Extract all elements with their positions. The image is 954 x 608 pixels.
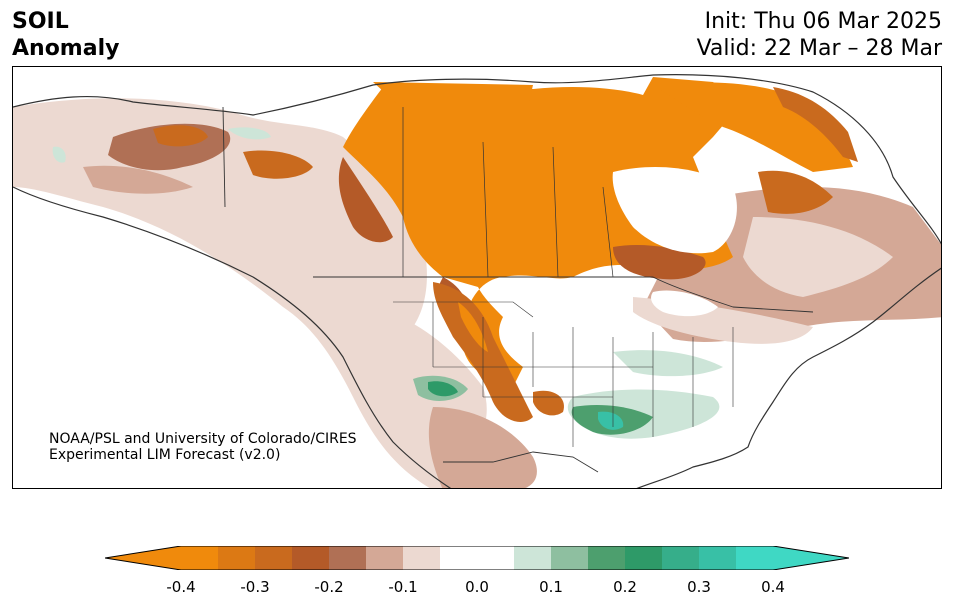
credit-line1: NOAA/PSL and University of Colorado/CIRE… [49, 431, 357, 447]
colorbar-tick-label: -0.2 [314, 578, 344, 596]
colorbar-segment [366, 546, 404, 570]
colorbar-segment [477, 546, 515, 570]
coastline [13, 74, 941, 488]
very-dry-labrador [758, 170, 833, 214]
colorbar [105, 546, 849, 570]
map-canvas [13, 74, 941, 488]
us-mexico-border [443, 451, 599, 473]
colorbar-segment [625, 546, 663, 570]
colorbar-segment [403, 546, 441, 570]
colorbar-segment [218, 546, 256, 570]
valid-range: Valid: 22 Mar – 28 Mar [696, 36, 942, 61]
wet-texas-core [598, 411, 624, 430]
dry-us-rockies-core [458, 302, 488, 352]
province-lines [402, 107, 614, 278]
colorbar-segment [662, 546, 700, 570]
colorbar-tick-label: 0.4 [761, 578, 785, 596]
dry-new-mexico [533, 390, 564, 416]
colorbar-segment [736, 546, 774, 570]
hudson-bay [612, 167, 737, 254]
colorbar-segment [514, 546, 552, 570]
colorbar-tick-label: 0.2 [613, 578, 637, 596]
wet-ohio-valley [613, 350, 723, 377]
colorbar-tick-label: 0.0 [465, 578, 489, 596]
state-lines [393, 301, 734, 447]
map-title: SOIL Anomaly [12, 8, 119, 62]
us-canada-border [313, 276, 814, 313]
colorbar-tick-label: -0.1 [388, 578, 418, 596]
colorbar-under-triangle [105, 546, 181, 570]
colorbar-segment [551, 546, 589, 570]
alaska-border [222, 106, 226, 208]
wet-alaska-sliver [228, 127, 271, 140]
dry-light-region-quebec [743, 217, 893, 297]
very-dry-canada [343, 77, 743, 387]
colorbar-tick-label: 0.3 [687, 578, 711, 596]
colorbar-segment [588, 546, 626, 570]
colorbar-over-triangle [773, 546, 849, 570]
colorbar-tick-label: -0.3 [240, 578, 270, 596]
colorbar-segment [440, 546, 478, 570]
init-date: Init: Thu 06 Mar 2025 [704, 9, 942, 34]
credit-text: NOAA/PSL and University of Colorado/CIRE… [49, 431, 357, 463]
title-line1: SOIL [12, 9, 69, 34]
dry-alaska-core [153, 125, 208, 147]
colorbar-segment [255, 546, 293, 570]
title-line2: Anomaly [12, 36, 120, 61]
credit-line2: Experimental LIM Forecast (v2.0) [49, 447, 281, 463]
colorbar-segment [292, 546, 330, 570]
wet-aleutians [52, 146, 66, 163]
wet-nevada-core [428, 381, 458, 397]
dry-rim-hudson [613, 245, 706, 280]
anomaly-map [12, 66, 942, 489]
colorbar-tick-label: 0.1 [539, 578, 563, 596]
colorbar-segment [329, 546, 367, 570]
colorbar-segment [181, 546, 219, 570]
dry-rim-arctic-east [773, 87, 858, 162]
colorbar-svg [105, 546, 849, 570]
colorbar-tick-label: -0.4 [166, 578, 196, 596]
colorbar-segment [699, 546, 737, 570]
very-dry-arctic-west [373, 82, 533, 109]
dry-rim-prairie [338, 157, 393, 243]
dry-yukon [243, 150, 313, 179]
dry-alaska-south [83, 165, 193, 194]
great-lakes [651, 290, 718, 317]
dry-southwest-light [428, 407, 537, 488]
forecast-dates: Init: Thu 06 Mar 2025 Valid: 22 Mar – 28… [697, 8, 942, 62]
